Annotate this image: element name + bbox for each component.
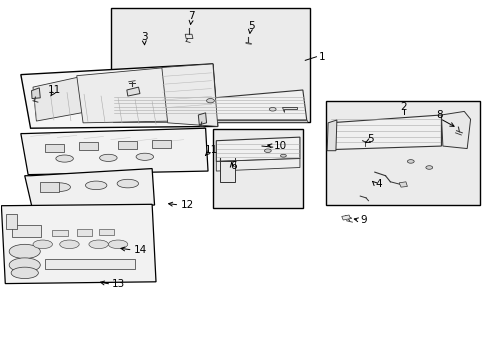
Bar: [79, 143, 98, 150]
Ellipse shape: [206, 99, 214, 103]
Text: 3: 3: [141, 32, 148, 42]
Text: 13: 13: [112, 279, 125, 289]
Text: 9: 9: [360, 215, 366, 225]
Text: 4: 4: [375, 179, 382, 189]
Ellipse shape: [60, 240, 79, 249]
Ellipse shape: [425, 166, 432, 169]
Text: 8: 8: [435, 110, 442, 120]
Bar: [45, 258, 135, 269]
Polygon shape: [31, 88, 40, 99]
Polygon shape: [216, 137, 299, 161]
Bar: [40, 182, 59, 192]
Text: 6: 6: [229, 161, 236, 171]
Text: 5: 5: [366, 134, 373, 144]
Bar: [77, 229, 92, 236]
Ellipse shape: [108, 240, 127, 249]
Polygon shape: [329, 115, 441, 150]
Text: 11: 11: [47, 85, 61, 95]
Ellipse shape: [100, 154, 117, 161]
Bar: [220, 161, 234, 182]
Polygon shape: [216, 158, 299, 171]
Polygon shape: [112, 90, 306, 120]
Polygon shape: [326, 120, 336, 151]
Ellipse shape: [280, 154, 286, 157]
Ellipse shape: [9, 244, 40, 258]
Text: 12: 12: [180, 200, 193, 210]
Polygon shape: [341, 215, 350, 220]
Bar: [12, 225, 41, 237]
Bar: [111, 8, 309, 122]
Ellipse shape: [264, 149, 271, 153]
Polygon shape: [162, 64, 217, 126]
Ellipse shape: [9, 258, 40, 272]
Bar: [99, 229, 114, 235]
Text: 1: 1: [318, 52, 325, 62]
Ellipse shape: [117, 179, 138, 188]
Text: 7: 7: [188, 12, 195, 21]
Polygon shape: [282, 107, 296, 112]
Bar: [325, 101, 479, 205]
Ellipse shape: [49, 183, 70, 192]
Ellipse shape: [85, 181, 107, 190]
Polygon shape: [77, 67, 171, 123]
Ellipse shape: [56, 155, 73, 162]
Ellipse shape: [407, 159, 413, 163]
Polygon shape: [126, 87, 140, 96]
Text: 14: 14: [133, 245, 146, 255]
Bar: [52, 230, 68, 237]
Polygon shape: [185, 34, 193, 39]
Bar: [152, 140, 170, 148]
Bar: [45, 144, 63, 152]
Bar: [118, 141, 136, 149]
Ellipse shape: [89, 240, 108, 249]
Polygon shape: [1, 204, 156, 284]
Text: 11: 11: [204, 145, 218, 155]
Polygon shape: [21, 128, 207, 175]
Text: 2: 2: [399, 102, 406, 112]
Polygon shape: [25, 168, 154, 211]
Polygon shape: [441, 111, 469, 149]
Text: 10: 10: [273, 141, 286, 151]
Bar: [6, 214, 17, 229]
Ellipse shape: [136, 153, 153, 160]
Ellipse shape: [33, 240, 52, 249]
Polygon shape: [398, 182, 407, 187]
Text: 5: 5: [248, 21, 255, 31]
Ellipse shape: [11, 267, 38, 279]
Polygon shape: [113, 120, 306, 122]
Bar: [213, 129, 302, 208]
Polygon shape: [21, 64, 217, 128]
Polygon shape: [33, 76, 85, 121]
Polygon shape: [198, 113, 206, 125]
Ellipse shape: [269, 108, 276, 111]
